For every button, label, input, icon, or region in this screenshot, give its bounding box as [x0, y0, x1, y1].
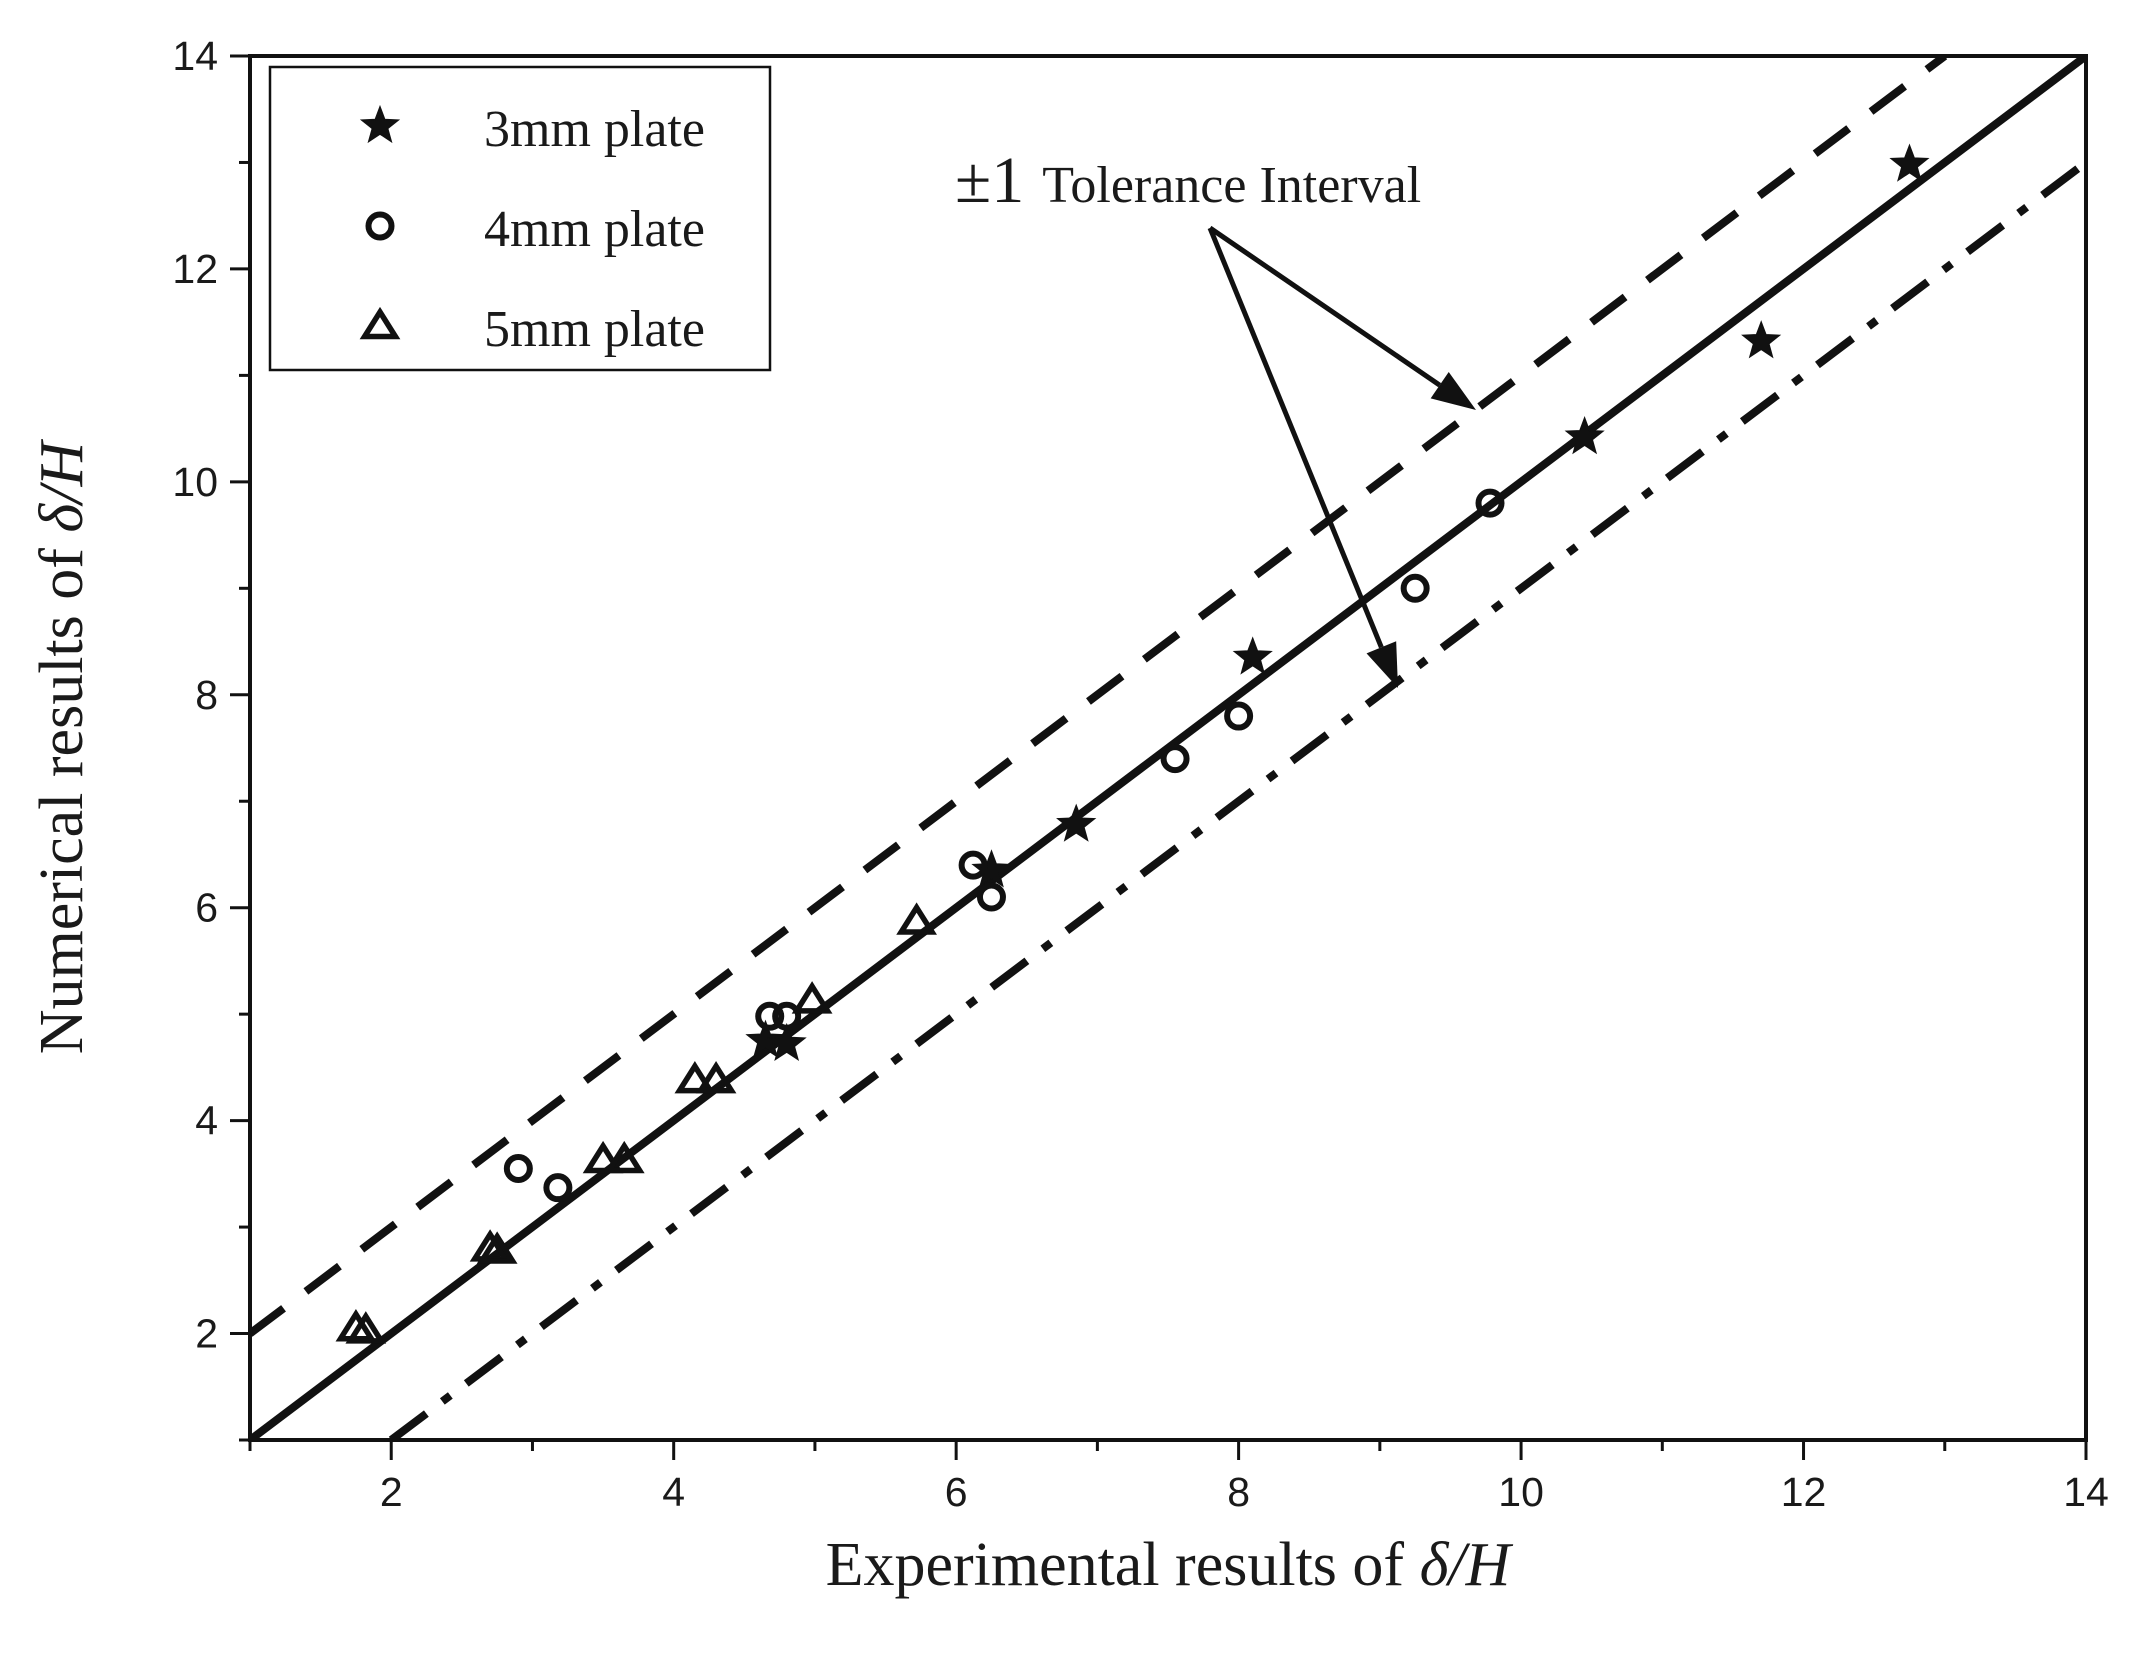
y-tick-label: 12 [172, 246, 218, 292]
annotation-arrow-upper [1208, 225, 1476, 410]
data-point-star [971, 849, 1012, 888]
x-tick-label: 14 [2063, 1469, 2109, 1515]
data-point-circle [755, 1001, 785, 1031]
legend-box [268, 65, 772, 372]
legend-label: 4mm plate [484, 201, 705, 258]
x-tick-label: 6 [945, 1469, 968, 1515]
y-axis-title: Numerical results of δ/H [28, 439, 96, 1055]
data-point-circle [1160, 744, 1190, 774]
tolerance-label: Tolerance Interval [1042, 157, 1421, 214]
data-point-circle [1400, 573, 1430, 603]
x-tick-label: 4 [662, 1469, 685, 1515]
data-point-star [1232, 636, 1273, 675]
data-point-star [766, 1022, 807, 1062]
x-tick-label: 8 [1227, 1469, 1250, 1515]
data-point-circle [1475, 488, 1505, 518]
data-point-star [745, 1019, 786, 1058]
data-point-circle [772, 1001, 802, 1031]
legend-item: 3mm plate [359, 101, 705, 158]
reference-line-lower [388, 159, 2086, 1440]
x-tick-label: 2 [380, 1469, 403, 1515]
legend-label: 3mm plate [484, 101, 705, 158]
y-tick-label: 8 [195, 672, 218, 718]
reference-line-upper [250, 56, 1948, 1337]
annotation-arrow-lower [1207, 227, 1398, 688]
data-point-triangle [791, 981, 833, 1014]
y-tick-label: 10 [172, 459, 218, 505]
legend-label: 5mm plate [484, 301, 705, 358]
y-tick-label: 6 [195, 885, 218, 931]
data-point-circle [976, 882, 1006, 912]
y-tick-label: 14 [172, 33, 218, 79]
legend: 3mm plate 4mm plate 5mm plate [268, 65, 772, 372]
data-point-triangle [695, 1060, 737, 1094]
legend-marker-star [359, 104, 401, 144]
x-axis-title: Experimental results of δ/H [826, 1531, 1514, 1599]
data-point-circle [543, 1173, 573, 1203]
legend-item: 5mm plate [359, 301, 705, 358]
plot-frame [248, 54, 2088, 1442]
x-tick-label: 12 [1781, 1469, 1827, 1515]
data-point-triangle [603, 1140, 645, 1174]
data-point-star [1889, 143, 1930, 182]
legend-item: 4mm plate [365, 201, 705, 258]
data-point-star [1564, 415, 1605, 455]
tolerance-annotation: ±1 Tolerance Interval [955, 144, 1421, 217]
data-point-circle [503, 1154, 533, 1184]
data-point-triangle [896, 902, 937, 935]
x-tick-label: 10 [1498, 1469, 1544, 1515]
data-point-circle [1224, 701, 1254, 731]
y-tick-label: 4 [195, 1098, 218, 1144]
y-tick-label: 2 [195, 1311, 218, 1357]
legend-marker-triangle [359, 306, 401, 340]
data-point-star [1741, 320, 1782, 359]
data-point-triangle [345, 1311, 387, 1344]
tolerance-symbol: ±1 [955, 144, 1024, 217]
data-point-circle [958, 850, 988, 880]
data-point-star [1056, 803, 1097, 842]
data-point-triangle [582, 1140, 624, 1174]
data-point-triangle [476, 1231, 518, 1264]
legend-marker-circle [365, 211, 395, 241]
data-point-triangle [674, 1060, 716, 1094]
